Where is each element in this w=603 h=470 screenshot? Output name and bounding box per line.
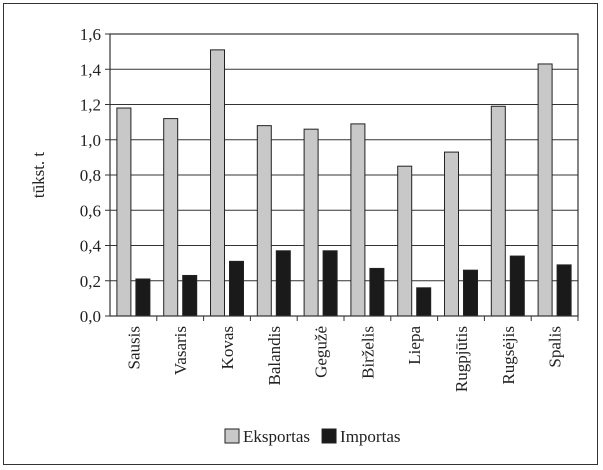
x-category-label: Sausis xyxy=(124,326,143,369)
x-category-label: Balandis xyxy=(265,326,284,386)
bar-eksportas xyxy=(350,123,366,317)
legend: Eksportas Importas xyxy=(224,427,400,446)
bar-eksportas xyxy=(444,151,459,317)
x-category-label: Kovas xyxy=(218,326,237,369)
x-category-label: Rugsėjis xyxy=(499,326,518,385)
y-tick-label: 1,6 xyxy=(80,25,101,44)
bar-eksportas xyxy=(116,107,132,317)
y-tick-label: 1,0 xyxy=(80,131,101,150)
y-tick-label: 0,2 xyxy=(80,272,101,291)
bars xyxy=(116,49,572,317)
x-category-label: Birželis xyxy=(358,326,377,379)
y-tick-label: 0,8 xyxy=(80,166,101,185)
bar-importas xyxy=(229,260,244,317)
bar-importas xyxy=(182,274,198,317)
y-tick-labels: 0,0 0,2 0,4 0,6 0,8 1,0 1,2 1,4 1,6 xyxy=(80,25,102,326)
gridlines xyxy=(110,33,578,282)
y-axis-label: tūkst. t xyxy=(29,152,48,199)
x-category-label: Liepa xyxy=(405,326,424,365)
y-tick-label: 0,4 xyxy=(80,237,102,256)
bar-importas xyxy=(416,287,432,317)
bar-importas xyxy=(135,278,151,317)
x-category-label: Rugpjūtis xyxy=(452,326,471,392)
bar-eksportas xyxy=(397,165,413,317)
legend-label: Eksportas xyxy=(243,427,310,446)
x-category-label: Spalis xyxy=(546,326,565,368)
bar-importas xyxy=(275,250,291,317)
bar-importas xyxy=(509,255,525,317)
y-tick-label: 0,6 xyxy=(80,201,101,220)
bar-eksportas xyxy=(303,128,319,317)
x-category-label: Vasaris xyxy=(171,326,190,375)
legend-label: Importas xyxy=(340,427,400,446)
x-category-label: Gegužė xyxy=(312,326,331,378)
y-tick-label: 1,2 xyxy=(80,96,101,115)
bar-eksportas xyxy=(256,125,272,317)
legend-swatch xyxy=(224,428,240,444)
bar-eksportas xyxy=(537,63,553,317)
axes xyxy=(105,33,579,321)
bar-importas xyxy=(369,267,385,317)
x-category-labels: Sausis Vasaris Kovas Balandis Gegužė Birželis… xyxy=(124,326,564,393)
bar-importas xyxy=(463,269,478,317)
y-tick-label: 1,4 xyxy=(80,60,102,79)
legend-swatch xyxy=(321,428,337,444)
bar-importas xyxy=(556,264,572,317)
bar-eksportas xyxy=(163,118,179,317)
bar-eksportas xyxy=(210,49,225,317)
bar-eksportas xyxy=(490,105,506,317)
bar-importas xyxy=(322,250,338,317)
y-tick-label: 0,0 xyxy=(80,307,101,326)
